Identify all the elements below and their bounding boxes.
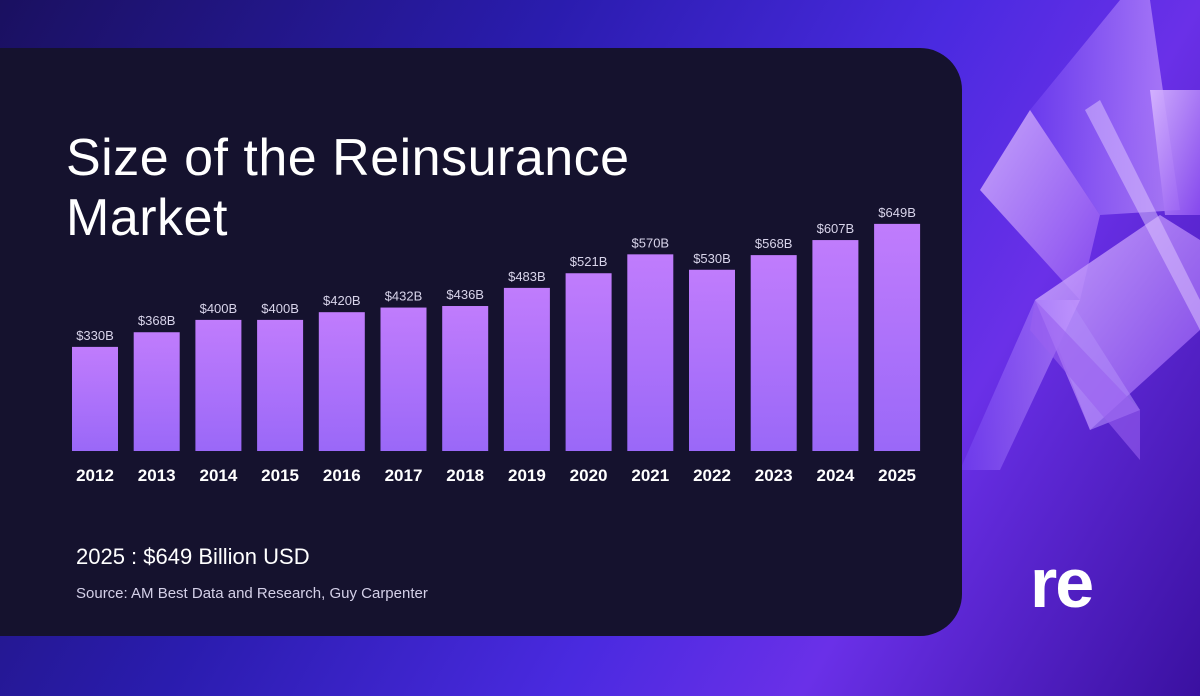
x-tick-label: 2020 — [570, 466, 608, 485]
data-label: $400B — [261, 301, 299, 316]
data-label: $649B — [878, 205, 916, 220]
bar-2018 — [442, 306, 489, 451]
x-tick-label: 2016 — [323, 466, 361, 485]
bar-2024 — [812, 240, 859, 451]
x-tick-label: 2021 — [631, 466, 669, 485]
x-tick-label: 2014 — [199, 466, 237, 485]
bar-2023 — [750, 255, 797, 451]
data-label: $570B — [632, 235, 670, 250]
data-label: $568B — [755, 236, 793, 251]
x-tick-label: 2019 — [508, 466, 546, 485]
x-tick-label: 2023 — [755, 466, 793, 485]
x-tick-label: 2024 — [816, 466, 854, 485]
x-tick-label: 2013 — [138, 466, 176, 485]
data-label: $432B — [385, 289, 423, 304]
summary-text: 2025 : $649 Billion USD — [76, 544, 310, 569]
bar-2014 — [195, 319, 242, 451]
source-text: Source: AM Best Data and Research, Guy C… — [76, 585, 428, 602]
data-label: $420B — [323, 293, 361, 308]
x-tick-label: 2022 — [693, 466, 731, 485]
bar-2015 — [257, 319, 304, 451]
data-label: $400B — [200, 301, 238, 316]
bar-2022 — [689, 269, 735, 451]
data-label: $330B — [76, 328, 114, 343]
bar-2013 — [133, 332, 180, 451]
bar-2012 — [72, 346, 118, 451]
bar-2016 — [318, 312, 365, 451]
x-tick-label: 2025 — [878, 466, 916, 485]
bar-2021 — [627, 254, 674, 451]
brand-logo: re — [1030, 544, 1094, 622]
bar-2020 — [565, 273, 612, 451]
data-label: $530B — [693, 251, 731, 266]
bar-2019 — [503, 287, 550, 451]
x-tick-label: 2017 — [385, 466, 423, 485]
x-tick-label: 2015 — [261, 466, 299, 485]
bar-2017 — [380, 307, 427, 451]
x-tick-label: 2018 — [446, 466, 484, 485]
data-label: $436B — [446, 287, 484, 302]
x-tick-label: 2012 — [76, 466, 114, 485]
data-label: $521B — [570, 254, 608, 269]
bar-chart: $330B 2012 $368B 2013 $400B 2014 $400B 2015 $420… — [72, 205, 921, 485]
bar-2025 — [874, 223, 921, 451]
data-label: $368B — [138, 313, 176, 328]
data-label: $607B — [817, 221, 855, 236]
chart-card: Size of the Reinsurance Market $330B 2012… — [0, 48, 962, 636]
chart-title: Size of the Reinsurance Market — [66, 129, 630, 247]
data-label: $483B — [508, 269, 546, 284]
